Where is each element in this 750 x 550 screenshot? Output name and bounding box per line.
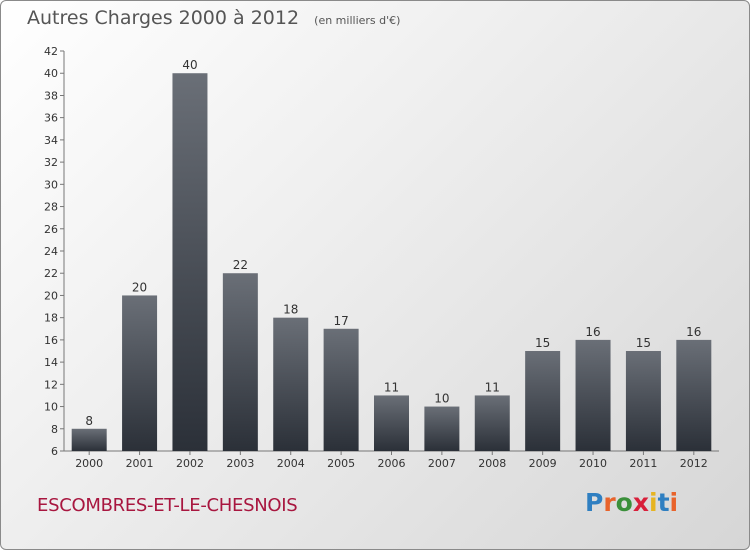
- commune-name: ESCOMBRES-ET-LE-CHESNOIS: [37, 495, 298, 516]
- y-tick-label: 8: [51, 423, 58, 436]
- chart-subtitle: (en milliers d'€): [314, 14, 401, 27]
- bar-2011: [625, 351, 661, 451]
- x-tick-label: 2008: [478, 457, 506, 470]
- bar-value-label: 11: [384, 380, 399, 394]
- bar-2000: [71, 428, 107, 451]
- logo-letter: r: [603, 488, 616, 517]
- y-tick-label: 24: [44, 245, 58, 258]
- bar-2010: [575, 339, 611, 451]
- y-tick-label: 26: [44, 223, 58, 236]
- x-tick-label: 2011: [629, 457, 657, 470]
- bar-2005: [323, 328, 359, 451]
- logo-letter: i: [669, 488, 679, 517]
- bar-value-label: 18: [283, 303, 298, 317]
- x-tick-label: 2009: [529, 457, 557, 470]
- y-axis: 6 8 10 12 14 16 18 20 22 24 26 28 30 32 34 36 38 40 42: [44, 45, 65, 458]
- proxiti-logo: Proxiti: [585, 488, 678, 517]
- y-tick-label: 16: [44, 334, 58, 347]
- bar-value-label: 11: [485, 380, 500, 394]
- x-tick-label: 2003: [226, 457, 254, 470]
- x-tick-label: 2007: [428, 457, 456, 470]
- y-tick-label: 34: [44, 134, 58, 147]
- bar-value-label: 16: [585, 325, 600, 339]
- x-axis: 2000 2001 2002 2003 2004 2005 2006 2007 2008 2009…: [64, 450, 719, 470]
- x-tick-label: 2005: [327, 457, 355, 470]
- bar-2002: [172, 73, 208, 451]
- x-tick-label: 2006: [378, 457, 406, 470]
- bar-2009: [525, 351, 561, 451]
- y-tick-label: 10: [44, 401, 58, 414]
- logo-letter: o: [615, 488, 633, 517]
- y-tick-label: 42: [44, 45, 58, 58]
- bar-2001: [122, 295, 158, 451]
- bar-value-label: 8: [85, 414, 93, 428]
- x-tick-label: 2002: [176, 457, 204, 470]
- x-tick-label: 2004: [277, 457, 305, 470]
- chart-title: Autres Charges 2000 à 2012: [27, 7, 300, 29]
- bar-2003: [222, 273, 258, 451]
- y-tick-label: 40: [44, 67, 58, 80]
- y-tick-label: 36: [44, 112, 58, 125]
- logo-letter: t: [657, 488, 670, 517]
- x-tick-label: 2012: [680, 457, 708, 470]
- data-labels: 8 20 40 22 18 17 11 10 11 15 16 15 16: [85, 58, 701, 428]
- y-tick-label: 12: [44, 378, 58, 391]
- bar-value-label: 22: [233, 258, 248, 272]
- bar-2007: [424, 406, 460, 451]
- y-tick-label: 6: [51, 445, 58, 458]
- bar-value-label: 20: [132, 280, 147, 294]
- y-tick-label: 14: [44, 356, 58, 369]
- y-tick-label: 18: [44, 312, 58, 325]
- y-tick-label: 38: [44, 89, 58, 102]
- bar-value-label: 17: [333, 314, 348, 328]
- y-tick-label: 30: [44, 178, 58, 191]
- bar-2012: [676, 339, 712, 451]
- bar-value-label: 16: [686, 325, 701, 339]
- bar-value-label: 15: [535, 336, 550, 350]
- bar-2004: [273, 317, 309, 451]
- bar-2008: [474, 395, 510, 451]
- title-row: Autres Charges 2000 à 2012 (en milliers …: [27, 7, 400, 29]
- y-tick-label: 32: [44, 156, 58, 169]
- bar-2006: [374, 395, 409, 451]
- y-tick-label: 22: [44, 267, 58, 280]
- logo-letter: x: [632, 488, 649, 517]
- y-tick-label: 28: [44, 201, 58, 214]
- x-tick-label: 2001: [126, 457, 154, 470]
- y-tick-label: 20: [44, 289, 58, 302]
- x-tick-label: 2000: [75, 457, 103, 470]
- x-tick-label: 2010: [579, 457, 607, 470]
- bar-value-label: 15: [636, 336, 651, 350]
- logo-letter: i: [649, 488, 658, 517]
- bars: [71, 73, 712, 451]
- bar-value-label: 40: [182, 58, 197, 72]
- bar-value-label: 10: [434, 392, 449, 406]
- logo-letter: P: [585, 488, 604, 517]
